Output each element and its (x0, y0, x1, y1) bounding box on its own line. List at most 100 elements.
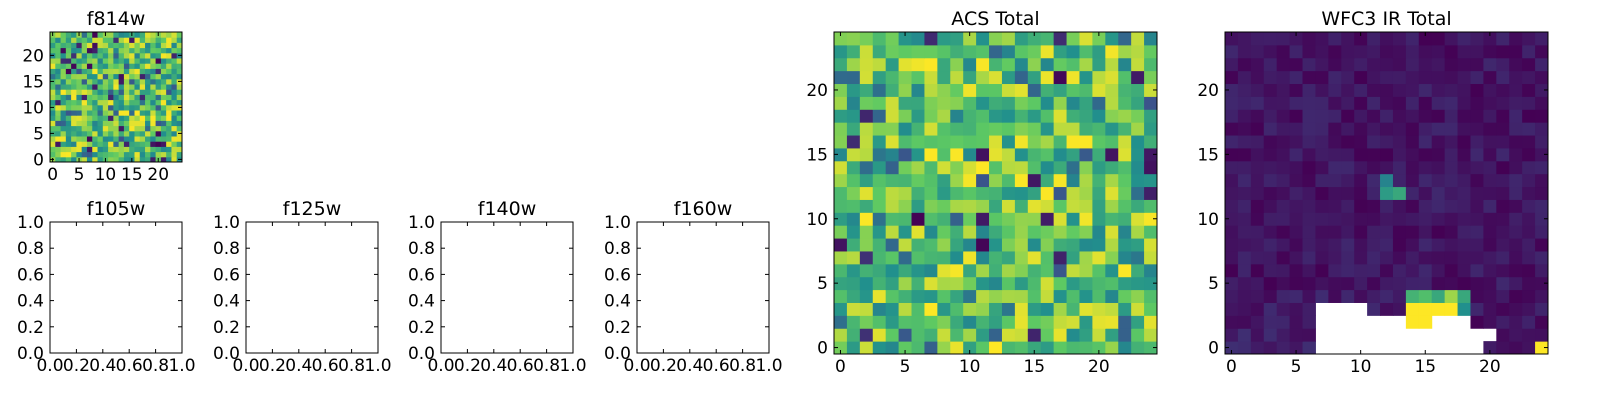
panel-wfc3-ir-total-cell (1315, 289, 1329, 303)
panel-acs-total-cell (1092, 199, 1106, 213)
panel-acs-total-cell (989, 57, 1003, 72)
panel-f814w-cell (92, 58, 99, 64)
panel-acs-total-cell (924, 315, 938, 329)
panel-acs-total-cell (846, 250, 861, 265)
panel-wfc3-ir-total-cell (1225, 147, 1239, 162)
panel-wfc3-ir-total-cell (1341, 32, 1355, 46)
panel-wfc3-ir-total-cell (1302, 44, 1316, 59)
panel-f814w-cell (108, 52, 114, 59)
panel-wfc3-ir-total-cell (1302, 173, 1316, 188)
panel-f814w-cell (134, 68, 141, 75)
panel-acs-total-cell (1014, 186, 1029, 200)
panel-f105w-xtick-label: 0.4 (89, 356, 116, 376)
panel-acs-total-cell (1144, 147, 1158, 162)
panel-f814w-cell (123, 94, 130, 101)
panel-wfc3-ir-total-cell (1276, 315, 1291, 329)
panel-acs-total-cell (1118, 122, 1132, 136)
panel-acs-total-cell (1092, 238, 1106, 252)
panel-acs-total-cell (937, 109, 951, 123)
panel-acs-total-ytick-label: 10 (806, 210, 828, 230)
panel-wfc3-ir-total-cell (1380, 238, 1394, 252)
panel-f814w-cell (145, 63, 151, 69)
panel-wfc3-ir-total-cell (1289, 250, 1304, 265)
panel-f814w-cell (171, 78, 178, 85)
panel-acs-total-cell (1092, 276, 1106, 291)
panel-f814w-cell (134, 141, 141, 147)
panel-f814w-cell (176, 146, 183, 153)
panel-f814w-cell (160, 89, 167, 95)
panel-f140w-title: f140w (478, 198, 537, 220)
panel-wfc3-ir-total-cell (1250, 122, 1265, 136)
panel-acs-total-cell (1105, 250, 1119, 265)
panel-f814w-cell (102, 130, 109, 137)
panel-wfc3-ir-total-cell (1535, 199, 1549, 213)
panel-acs-total-cell (898, 160, 913, 175)
panel-f814w-cell (171, 146, 178, 153)
panel-acs-total-cell (976, 328, 990, 342)
panel-acs-total-cell (924, 57, 938, 72)
panel-f105w-ytick-label: 0.6 (17, 265, 44, 285)
panel-acs-total-cell (911, 302, 925, 316)
panel-acs-total-cell (834, 83, 848, 97)
panel-acs-total-frame (833, 31, 1158, 355)
panel-wfc3-ir-total-cell (1457, 96, 1471, 110)
panel-acs-total-cell (872, 147, 887, 162)
panel-wfc3-ir-total-cell (1431, 250, 1446, 265)
panel-f814w-cell (108, 141, 114, 147)
panel-wfc3-ir-total-cell (1315, 135, 1329, 149)
panel-acs-total-cell (1105, 238, 1119, 252)
panel-wfc3-ir-total-cell (1250, 32, 1265, 46)
panel-acs-total-cell (1027, 186, 1042, 200)
panel-wfc3-ir-total-cell (1392, 238, 1407, 252)
panel-acs-total-cell (859, 315, 874, 329)
panel-acs-total-cell (937, 302, 951, 316)
panel-f814w-cell (92, 130, 99, 137)
panel-wfc3-ir-total-cell (1341, 186, 1355, 200)
panel-acs-total-cell (924, 160, 938, 175)
panel-f814w-cell (171, 84, 178, 90)
panel-f814w-cell (176, 99, 183, 106)
panel-acs-total-cell (1105, 328, 1119, 342)
panel-wfc3-ir-total-cell (1392, 173, 1407, 188)
panel-wfc3-ir-total-cell (1328, 109, 1342, 123)
panel-f814w-cell (55, 141, 62, 147)
panel-wfc3-ir-total-cell (1341, 173, 1355, 188)
panel-f814w-cell (145, 47, 151, 54)
panel-wfc3-ir-total-cell (1444, 160, 1459, 175)
panel-f814w-cell (176, 37, 183, 43)
panel-acs-total-cell (859, 147, 874, 162)
panel-acs-total-cell (950, 135, 964, 149)
panel-f814w-cell (160, 32, 167, 38)
panel-f814w-cell (92, 115, 99, 121)
panel-acs-total-cell (1027, 122, 1042, 136)
panel-f814w-cell (160, 84, 167, 90)
panel-wfc3-ir-total-cell (1354, 32, 1368, 46)
panel-acs-total-cell (911, 83, 925, 97)
panel-wfc3-ir-total-cell (1237, 70, 1252, 85)
panel-wfc3-ir-total-cell (1483, 341, 1497, 355)
panel-wfc3-ir-total-cell (1380, 135, 1394, 149)
panel-acs-total-cell (872, 96, 887, 110)
panel-wfc3-ir-total-cell (1470, 44, 1484, 59)
panel-f814w-cell (155, 104, 162, 111)
panel-acs-total-cell (834, 186, 848, 200)
panel-wfc3-ir-total-cell (1276, 122, 1291, 136)
panel-f814w-cell (171, 63, 178, 69)
panel-acs-total-cell (1040, 341, 1055, 355)
panel-f814w-cell (102, 141, 109, 147)
panel-f814w-cell (176, 84, 183, 90)
panel-f814w-cell (160, 141, 167, 147)
panel-acs-total-cell (924, 212, 938, 226)
panel-wfc3-ir-total-cell (1392, 225, 1407, 239)
panel-f814w-cell (129, 94, 135, 101)
panel-acs-total-cell (911, 96, 925, 110)
panel-f814w-cell (50, 136, 56, 142)
panel-f814w-ytick-label: 10 (22, 98, 44, 118)
panel-f814w-cell (123, 68, 130, 75)
panel-acs-total-cell (937, 341, 951, 355)
panel-wfc3-ir-total-cell (1509, 315, 1523, 329)
panel-f814w-cell (71, 156, 77, 163)
panel-acs-total-cell (1144, 83, 1158, 97)
panel-acs-total-cell (1014, 302, 1029, 316)
panel-acs-total-cell (963, 57, 977, 72)
